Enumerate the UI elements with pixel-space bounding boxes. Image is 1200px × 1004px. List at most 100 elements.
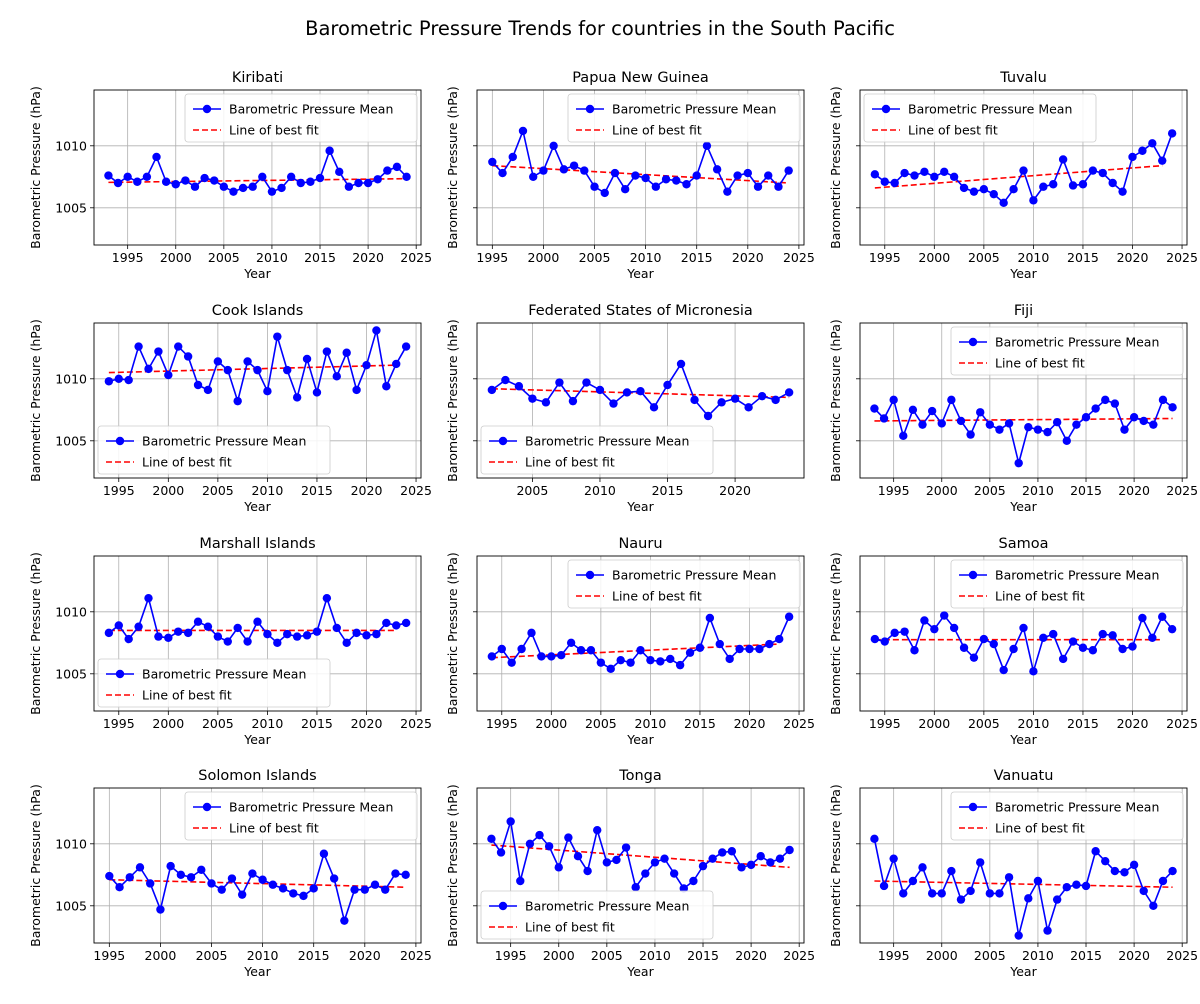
data-point — [661, 175, 671, 184]
x-tick-label: 2015 — [681, 250, 713, 265]
data-point — [1091, 404, 1100, 413]
subplot: 1995 2000 2005 2010 2015 2020 2025 Papua New Gu… — [445, 70, 815, 281]
data-point — [1078, 643, 1088, 652]
data-point — [217, 885, 226, 894]
data-point — [870, 634, 880, 644]
data-point — [966, 886, 975, 896]
fit-line — [874, 164, 1163, 189]
data-point — [626, 658, 635, 667]
data-point — [332, 372, 341, 381]
x-tick-label: 2000 — [918, 250, 950, 265]
axes-frame — [93, 322, 422, 479]
data-point — [889, 854, 898, 863]
x-tick-label: 1995 — [486, 716, 518, 731]
data-point — [879, 881, 889, 891]
data-point — [229, 187, 238, 196]
legend-series-marker — [498, 436, 508, 446]
data-point — [940, 611, 949, 620]
y-axis-label: Barometric Pressure (hPa) — [28, 86, 43, 249]
data-point — [549, 141, 558, 150]
x-tick-label: 2005 — [974, 483, 1006, 498]
data-point — [283, 629, 292, 639]
x-tick-label: 2020 — [1118, 483, 1150, 498]
subplot-title: Federated States of Micronesia — [528, 303, 753, 319]
x-tick-label: 2015 — [1070, 948, 1102, 963]
data-point — [669, 869, 679, 878]
data-point — [1062, 436, 1071, 445]
legend-series-label: Barometric Pressure Mean — [142, 434, 306, 449]
axes-frame — [859, 787, 1188, 944]
data-point — [243, 357, 252, 366]
data-point — [352, 385, 361, 395]
data-point — [918, 420, 927, 429]
data-point — [715, 639, 724, 649]
x-axis-label: Year — [243, 732, 271, 747]
data-point — [708, 854, 717, 863]
data-point — [666, 654, 675, 664]
data-point — [908, 876, 918, 886]
data-point — [134, 622, 143, 631]
data-point — [105, 871, 114, 881]
data-point — [730, 394, 740, 403]
axes-frame — [859, 322, 1188, 479]
x-axis-label: Year — [626, 964, 654, 979]
data-point — [342, 638, 351, 647]
legend-fit-label: Line of best fit — [995, 356, 1085, 371]
data-point — [1148, 633, 1157, 643]
data-point — [712, 165, 722, 174]
x-tick-label: 1995 — [476, 250, 508, 265]
data-point — [144, 364, 153, 374]
legend-fit-label: Line of best fit — [229, 123, 319, 138]
data-point — [733, 171, 742, 180]
x-tick-label: 2020 — [1117, 250, 1149, 265]
x-tick-label: 2000 — [528, 250, 560, 265]
data-point — [573, 852, 583, 861]
data-point — [682, 180, 691, 189]
x-axis-label: Year — [1009, 266, 1037, 281]
data-point — [518, 126, 528, 136]
data-point — [1078, 180, 1088, 189]
data-point — [1098, 629, 1107, 639]
legend: Barometric Pressure Mean Line of best fit — [97, 425, 331, 475]
data-point — [559, 165, 569, 174]
data-point — [600, 188, 609, 198]
data-point — [362, 360, 371, 370]
data-point — [267, 187, 277, 196]
data-point — [183, 352, 193, 361]
data-point — [744, 403, 753, 412]
axes-frame — [859, 555, 1188, 712]
data-point — [401, 618, 411, 628]
data-point — [1158, 395, 1168, 405]
data-point — [1149, 420, 1158, 429]
legend-box — [184, 93, 418, 143]
data-point — [702, 141, 712, 150]
data-point — [354, 178, 363, 188]
data-point — [292, 393, 302, 402]
x-tick-label: 1995 — [103, 716, 135, 731]
axes-frame — [476, 555, 805, 712]
data-point — [620, 185, 630, 194]
data-point — [197, 865, 206, 875]
data-point — [296, 178, 305, 188]
x-axis-label: Year — [1009, 964, 1037, 979]
data-point — [743, 168, 752, 178]
data-point — [765, 639, 774, 649]
data-point — [146, 879, 155, 888]
series-line — [490, 821, 791, 890]
x-tick-label: 2005 — [196, 948, 228, 963]
x-tick-label: 2010 — [1022, 483, 1054, 498]
y-axis-label: Barometric Pressure (hPa) — [28, 319, 43, 482]
x-tick-label: 2000 — [145, 948, 177, 963]
data-point — [164, 633, 173, 643]
data-point — [1110, 866, 1120, 876]
x-tick-label: 2000 — [543, 948, 575, 963]
data-point — [243, 637, 252, 646]
data-point — [606, 664, 615, 674]
data-point — [1033, 425, 1043, 434]
data-point — [1024, 894, 1033, 903]
data-point — [135, 863, 145, 872]
data-point — [586, 646, 596, 655]
subplot-title: Tonga — [618, 768, 662, 784]
data-point — [528, 394, 537, 403]
data-point — [487, 652, 497, 661]
